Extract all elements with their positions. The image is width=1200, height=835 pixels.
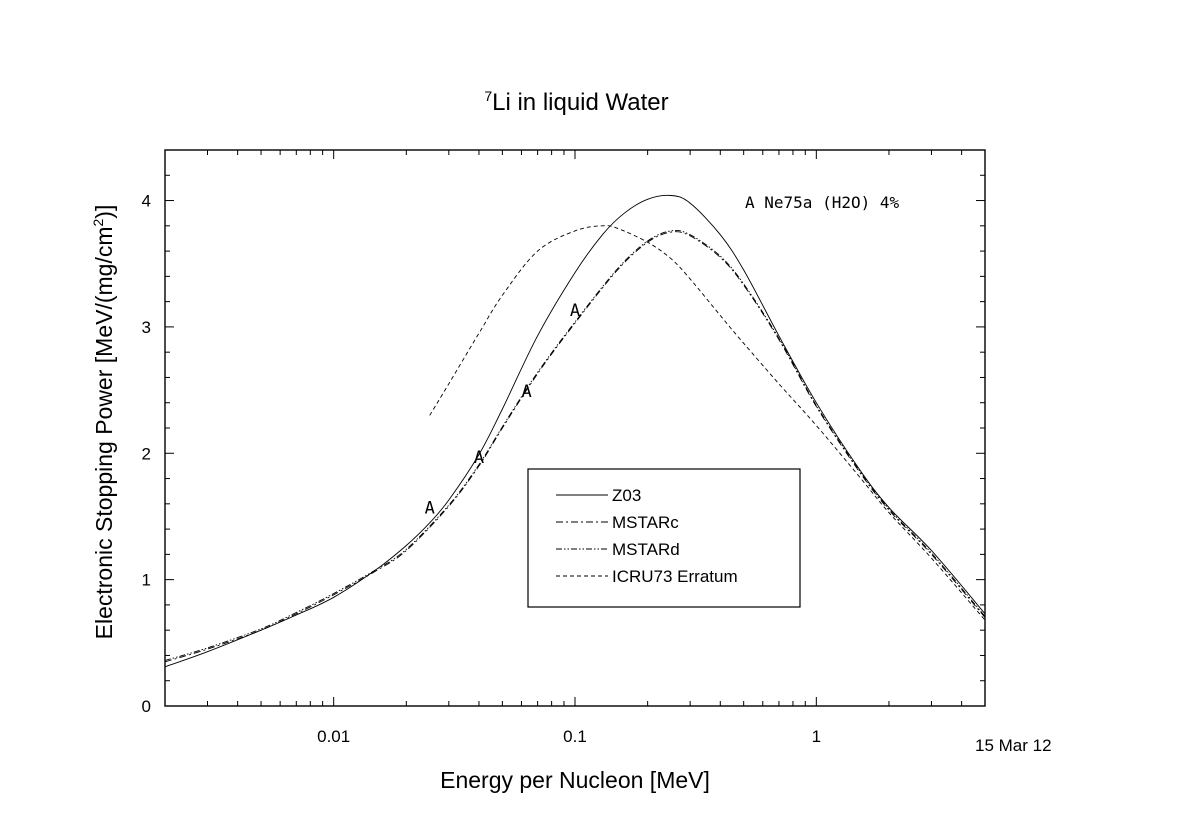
axes (164, 149, 986, 707)
series-line-icru73-erratum (429, 225, 986, 621)
series-lines (164, 194, 986, 668)
experimental-markers: A A A A A Ne75a (H2O) 4% (425, 193, 900, 518)
y-axis-label-sup: 2 (90, 218, 106, 226)
x-tick-label: 0.01 (317, 727, 350, 746)
y-axis-label-main: Electronic Stopping Power [MeV/(mg/cm (91, 226, 117, 639)
chart-title: 7Li in liquid Water (0, 88, 1153, 117)
axis-labels: Energy per Nucleon [MeV] Electronic Stopp… (90, 205, 710, 793)
plot-frame (164, 149, 986, 707)
y-tick-label: 0 (142, 697, 151, 716)
legend-box (527, 468, 801, 608)
y-axis-label-end: )] (91, 205, 117, 219)
x-tick-label: 1 (812, 727, 821, 746)
experimental-marker: A (521, 382, 531, 402)
title-text: Li in liquid Water (492, 89, 669, 116)
y-axis-label: Electronic Stopping Power [MeV/(mg/cm2)] (90, 205, 117, 640)
experimental-marker: A (425, 498, 435, 518)
x-tick-label: 0.1 (563, 727, 587, 746)
y-tick-label: 2 (142, 444, 151, 463)
date-stamp: 15 Mar 12 (975, 736, 1052, 755)
y-tick-label: 1 (142, 571, 151, 590)
y-tick-label: 4 (142, 192, 151, 211)
experimental-marker: A (474, 448, 484, 468)
series-line-z03 (164, 194, 986, 668)
y-tick-label: 3 (142, 318, 151, 337)
series-line-mstarc (164, 231, 986, 663)
legend: Z03 MSTARc MSTARd ICRU73 Erratum (527, 468, 801, 608)
legend-label: Z03 (612, 486, 641, 505)
experimental-legend: A Ne75a (H2O) 4% (745, 193, 899, 212)
ticks: 0.01 0.1 1 0 1 2 3 4 (142, 149, 986, 746)
experimental-marker: A (570, 301, 580, 321)
legend-label: ICRU73 Erratum (612, 567, 738, 586)
title-superscript: 7 (484, 88, 493, 104)
x-axis-label: Energy per Nucleon [MeV] (440, 767, 710, 793)
series-line-mstard (164, 229, 986, 661)
legend-label: MSTARd (612, 540, 680, 559)
legend-label: MSTARc (612, 513, 679, 532)
